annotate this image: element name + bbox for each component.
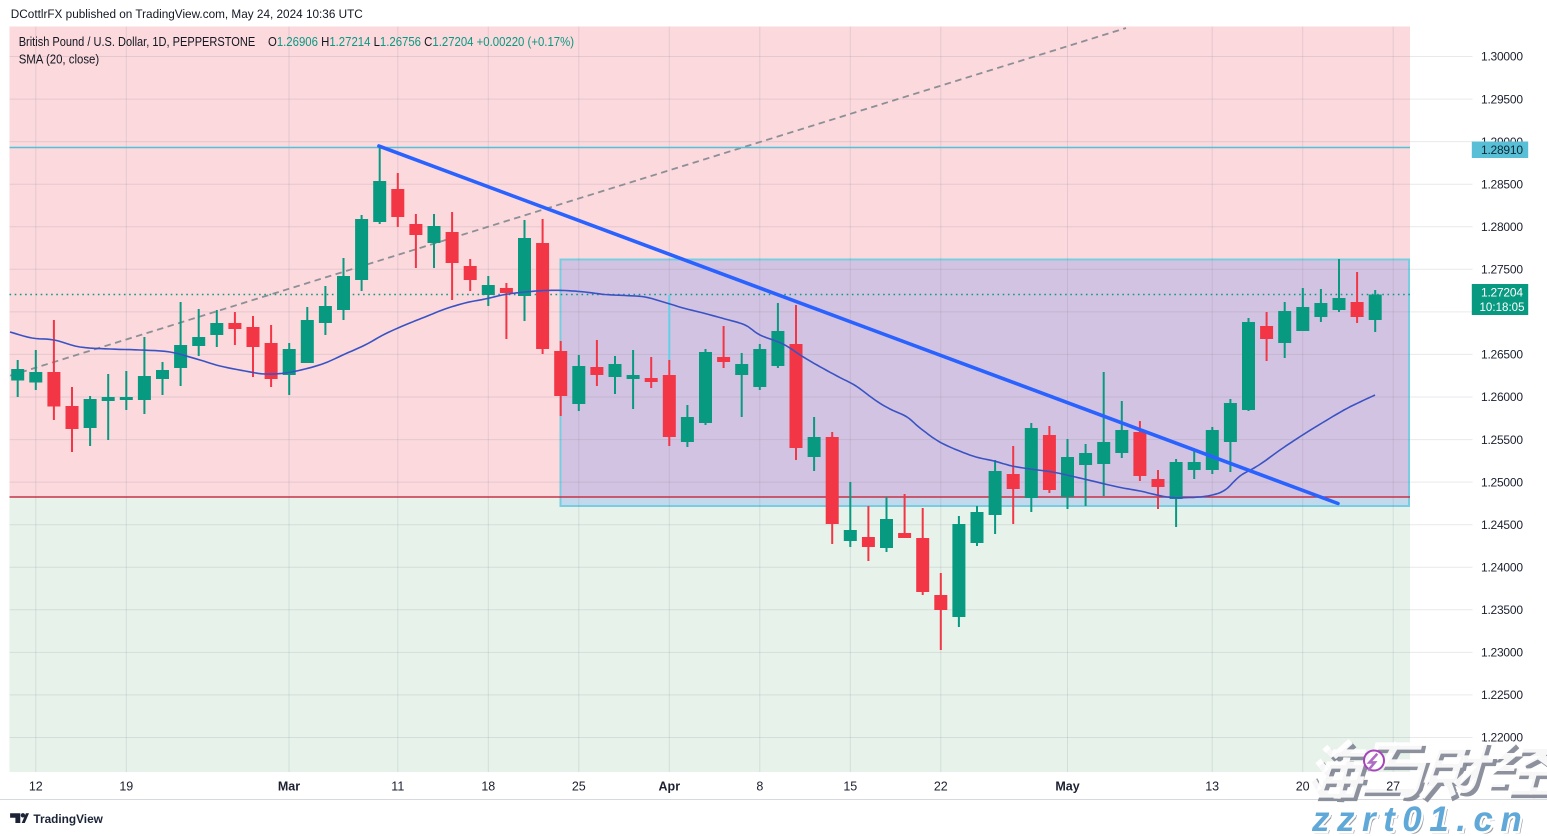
svg-text:15: 15: [843, 780, 857, 794]
svg-text:Mar: Mar: [278, 780, 300, 794]
svg-text:11: 11: [391, 780, 404, 794]
svg-text:1.24000: 1.24000: [1481, 560, 1523, 574]
svg-text:zzrt01.cn: zzrt01.cn: [1311, 800, 1529, 836]
svg-text:1.24500: 1.24500: [1481, 518, 1523, 532]
svg-text:18: 18: [481, 780, 495, 794]
svg-text:1.28910: 1.28910: [1481, 143, 1523, 157]
svg-text:1.30000: 1.30000: [1481, 50, 1523, 64]
svg-text:1.26500: 1.26500: [1481, 348, 1523, 362]
svg-text:25: 25: [572, 780, 586, 794]
svg-text:22: 22: [934, 780, 948, 794]
svg-text:Apr: Apr: [659, 780, 681, 794]
svg-text:27: 27: [1386, 780, 1400, 794]
svg-text:1.28500: 1.28500: [1481, 177, 1523, 191]
svg-text:20: 20: [1296, 780, 1310, 794]
svg-text:8: 8: [756, 780, 763, 794]
svg-text:1.23500: 1.23500: [1481, 603, 1523, 617]
svg-text:10:18:05: 10:18:05: [1480, 302, 1525, 314]
svg-text:SMA (20, close): SMA (20, close): [19, 52, 100, 66]
svg-text:1.27204: 1.27204: [1481, 286, 1523, 300]
svg-text:19: 19: [119, 780, 133, 794]
svg-text:1.25000: 1.25000: [1481, 475, 1523, 489]
svg-text:1.26000: 1.26000: [1481, 390, 1523, 404]
svg-text:DCottlrFX published on Trading: DCottlrFX published on TradingView.com, …: [11, 7, 363, 21]
svg-text:1.22500: 1.22500: [1481, 688, 1523, 702]
svg-text:1.22000: 1.22000: [1481, 731, 1523, 745]
svg-text:British Pound / U.S. Dollar, 1: British Pound / U.S. Dollar, 1D, PEPPERS…: [19, 35, 256, 49]
svg-text:12: 12: [29, 780, 43, 794]
svg-text:O1.26906 H1.27214 L1.26756 C1.: O1.26906 H1.27214 L1.26756 C1.27204 +0.0…: [268, 35, 574, 49]
svg-text:1.23000: 1.23000: [1481, 646, 1523, 660]
svg-text:1.27500: 1.27500: [1481, 263, 1523, 277]
svg-text:zzrt01.cn: zzrt01.cn: [1314, 803, 1532, 836]
svg-text:1.25500: 1.25500: [1481, 433, 1523, 447]
svg-text:1.28000: 1.28000: [1481, 220, 1523, 234]
svg-text:TradingView: TradingView: [33, 812, 103, 826]
svg-text:13: 13: [1205, 780, 1219, 794]
svg-text:1.29500: 1.29500: [1481, 92, 1523, 106]
svg-text:May: May: [1055, 780, 1079, 794]
